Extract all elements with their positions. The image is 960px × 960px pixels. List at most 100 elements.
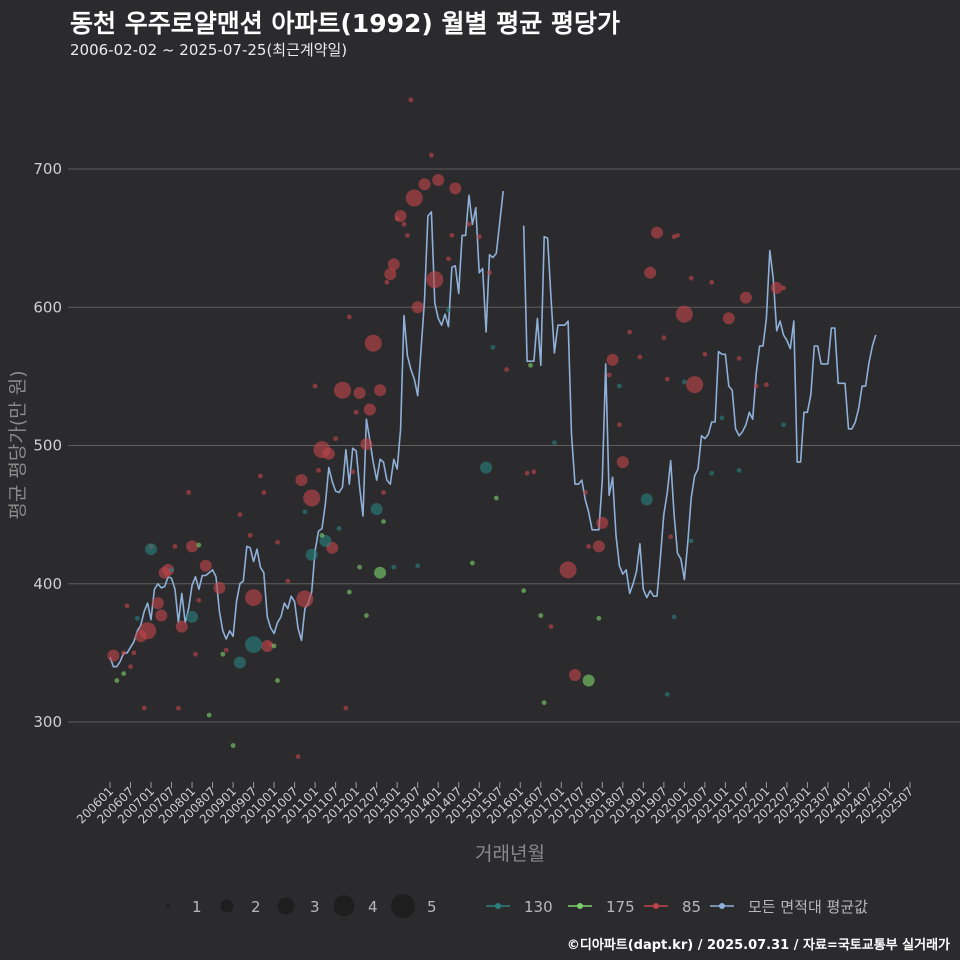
point-85 — [426, 271, 444, 289]
point-85 — [155, 609, 168, 622]
point-175 — [121, 671, 127, 677]
point-130 — [736, 467, 742, 473]
point-85 — [312, 383, 318, 389]
legend-size-label: 4 — [368, 898, 378, 916]
legend-series-label: 85 — [682, 898, 701, 916]
legend-size-dot — [391, 894, 415, 918]
point-85 — [131, 650, 137, 656]
y-tick-label: 600 — [33, 298, 62, 316]
point-130 — [134, 615, 140, 621]
point-85 — [364, 334, 382, 352]
point-85 — [702, 351, 708, 357]
y-tick-label: 700 — [33, 160, 62, 178]
point-85 — [428, 152, 434, 158]
point-130 — [169, 567, 174, 573]
point-85 — [141, 705, 147, 711]
point-85 — [606, 372, 612, 378]
point-85 — [606, 353, 619, 366]
x-tick-labels: 2006012006072007012007072008012008072009… — [74, 782, 916, 827]
point-85 — [139, 622, 157, 640]
point-layer — [107, 97, 786, 759]
point-85 — [353, 386, 366, 399]
point-85 — [360, 438, 373, 451]
legend-series-label: 모든 면적대 평균값 — [748, 898, 868, 916]
point-85 — [446, 256, 451, 262]
legend-series-label: 175 — [606, 898, 635, 916]
point-175 — [357, 564, 362, 570]
point-130 — [302, 509, 308, 515]
point-85 — [582, 490, 588, 495]
point-130 — [480, 461, 493, 474]
point-85 — [637, 354, 643, 360]
point-130 — [336, 526, 342, 531]
point-175 — [220, 651, 226, 657]
point-85 — [405, 189, 423, 207]
point-85 — [616, 456, 629, 469]
x-axis-title: 거래년월 — [475, 843, 545, 865]
point-130 — [719, 415, 725, 421]
legend-series-label: 130 — [524, 898, 553, 916]
point-85 — [186, 540, 199, 553]
point-85 — [661, 335, 667, 341]
point-85 — [162, 563, 175, 576]
point-175 — [364, 613, 369, 618]
point-85 — [644, 266, 657, 279]
point-175 — [346, 589, 352, 595]
point-175 — [381, 519, 386, 524]
point-175 — [528, 362, 533, 368]
y-tick-label: 400 — [33, 575, 62, 593]
point-175 — [114, 678, 120, 683]
point-130 — [145, 543, 158, 556]
point-130 — [640, 493, 653, 506]
legend-dot — [653, 903, 659, 909]
legend-size-dot — [220, 899, 234, 913]
point-85 — [617, 422, 622, 428]
point-175 — [206, 712, 212, 718]
point-85 — [172, 544, 178, 549]
point-85 — [568, 668, 581, 681]
point-130 — [671, 614, 677, 620]
point-85 — [418, 178, 431, 191]
point-130 — [552, 440, 557, 446]
point-85 — [739, 291, 752, 304]
point-175 — [230, 743, 236, 748]
point-85 — [686, 376, 704, 394]
point-85 — [333, 436, 339, 441]
point-130 — [319, 534, 332, 547]
point-130 — [186, 610, 199, 623]
y-axis-title: 평균 평당가(만 원) — [7, 370, 29, 519]
point-85 — [401, 221, 407, 227]
point-85 — [275, 539, 280, 545]
point-85 — [387, 258, 400, 271]
point-85 — [128, 664, 133, 670]
point-130 — [490, 344, 496, 350]
point-85 — [363, 403, 376, 416]
point-85 — [449, 232, 455, 238]
legend-dot — [719, 903, 725, 909]
point-85 — [353, 409, 359, 415]
point-85 — [296, 590, 314, 608]
point-85 — [651, 226, 664, 239]
point-85 — [107, 649, 120, 662]
point-85 — [196, 597, 202, 603]
chart-subtitle: 2006-02-02 ~ 2025-07-25(최근계약일) — [70, 41, 348, 59]
point-85 — [350, 469, 356, 475]
point-85 — [764, 382, 769, 388]
point-175 — [582, 674, 595, 687]
point-85 — [408, 97, 414, 103]
point-85 — [199, 559, 212, 572]
point-130 — [709, 470, 715, 476]
point-175 — [271, 643, 277, 649]
legend-size-dot — [333, 895, 355, 917]
point-85 — [384, 268, 397, 281]
y-tick-labels: 300 400 500 600 700 — [33, 160, 62, 731]
point-175 — [319, 532, 325, 538]
legend-size-label: 2 — [251, 898, 261, 916]
point-85 — [411, 301, 424, 314]
point-85 — [316, 467, 321, 473]
point-85 — [384, 279, 390, 285]
point-85 — [627, 329, 633, 335]
point-85 — [770, 281, 783, 294]
point-130 — [446, 307, 451, 313]
